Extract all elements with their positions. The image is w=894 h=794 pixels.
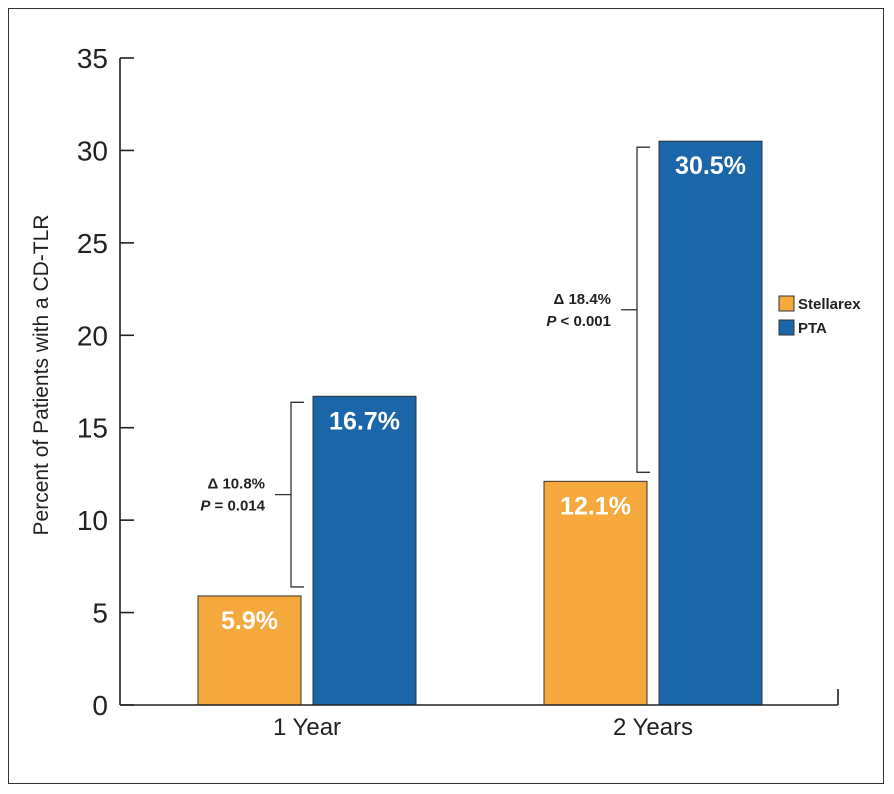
- bar-value-label: 16.7%: [329, 407, 400, 435]
- p-value-label: P < 0.001: [546, 313, 611, 330]
- y-tick-label: 35: [77, 43, 108, 74]
- bar-stellarex: [197, 595, 302, 706]
- y-axis-label: Percent of Patients with a CD-TLR: [30, 215, 53, 536]
- bar-value-label: 30.5%: [675, 152, 746, 180]
- y-tick-label: 5: [92, 598, 108, 629]
- y-tick-label: 10: [77, 505, 108, 536]
- y-axis: 0 5 10 15 20 25 30 35: [77, 43, 134, 721]
- legend-label: PTA: [798, 320, 827, 337]
- bar-pta: [312, 395, 417, 706]
- legend-label: Stellarex: [798, 296, 861, 313]
- delta-label: Δ 10.8%: [208, 476, 265, 493]
- delta-label: Δ 18.4%: [554, 291, 611, 308]
- x-axis: 1 Year 2 Years: [120, 689, 839, 741]
- x-category-label: 2 Years: [613, 714, 693, 741]
- difference-bracket: [290, 401, 304, 588]
- difference-bracket: [636, 146, 650, 473]
- legend-swatch-stellarex: [778, 295, 795, 312]
- bar-value-label: 5.9%: [221, 607, 278, 635]
- bars: 5.9% 16.7% 12.1% 30.5%: [197, 140, 763, 706]
- bar-value-label: 12.1%: [560, 492, 631, 520]
- legend: Stellarex PTA: [778, 295, 861, 337]
- annotations: Δ 10.8% P = 0.014 Δ 18.4% P < 0.001: [200, 146, 650, 588]
- chart-frame: [8, 8, 884, 784]
- y-tick-label: 0: [92, 690, 108, 721]
- x-category-label: 1 Year: [273, 714, 341, 741]
- y-tick-label: 20: [77, 320, 108, 351]
- y-tick-label: 15: [77, 413, 108, 444]
- y-tick-label: 30: [77, 135, 108, 166]
- bar-stellarex: [543, 480, 648, 706]
- legend-swatch-pta: [778, 319, 795, 336]
- bar-pta: [658, 140, 763, 706]
- p-value-label: P = 0.014: [200, 498, 265, 515]
- y-tick-label: 25: [77, 228, 108, 259]
